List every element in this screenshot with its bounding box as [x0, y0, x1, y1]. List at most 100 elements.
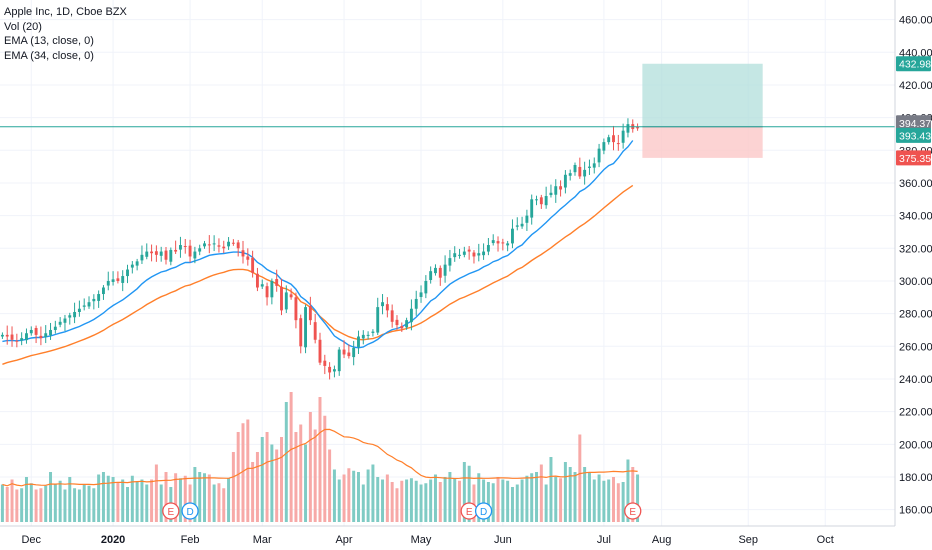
volume-bar — [135, 482, 139, 522]
candle — [179, 236, 182, 258]
chart-legend: Apple Inc, 1D, Cboe BZX Vol (20) EMA (13… — [4, 5, 127, 63]
candle-body — [246, 256, 250, 260]
candle-body — [150, 251, 154, 254]
price-axis-label: 300.00 — [899, 276, 932, 288]
candle-body — [188, 245, 192, 257]
candle-body — [318, 339, 322, 363]
volume-bar — [352, 470, 356, 522]
candle-body — [453, 253, 457, 258]
event-marker-earnings-upcoming[interactable]: E — [624, 502, 642, 520]
candle-body — [159, 251, 163, 256]
volume-bar — [342, 474, 346, 522]
candle-body — [448, 258, 452, 266]
candle — [429, 266, 433, 284]
event-marker-circle — [474, 502, 493, 520]
candle — [121, 270, 125, 292]
candle — [616, 134, 620, 151]
candle — [227, 237, 231, 250]
volume-bar — [39, 488, 43, 522]
price-tag-label: 432.98 — [899, 59, 931, 71]
candle-body — [29, 329, 33, 334]
volume-bar — [438, 482, 442, 522]
candle — [217, 238, 221, 253]
event-marker-circle — [181, 502, 199, 520]
candle — [255, 267, 259, 292]
candle — [332, 365, 336, 378]
candle — [559, 180, 563, 197]
candle-body — [231, 242, 235, 244]
candle — [126, 264, 129, 284]
candle-body — [222, 246, 226, 249]
candle-body — [472, 252, 476, 257]
volume-bar — [453, 478, 457, 522]
event-marker-earnings[interactable]: E — [162, 502, 180, 520]
volume-bar — [621, 482, 625, 522]
volume-bar — [376, 477, 380, 522]
event-marker-dividend[interactable]: D — [474, 502, 493, 520]
candle-body — [583, 169, 587, 177]
long-position-tool[interactable] — [642, 63, 763, 158]
candle-body — [49, 329, 52, 336]
candle-body — [116, 278, 120, 281]
volume-bar — [101, 472, 105, 522]
time-axis-label: 2020 — [101, 534, 125, 546]
event-marker-dividend[interactable]: D — [181, 502, 199, 520]
candle-body — [92, 298, 96, 302]
candle — [222, 240, 226, 254]
candle-body — [294, 297, 298, 321]
candle-body — [15, 340, 19, 342]
stop-zone — [642, 126, 763, 158]
price-axis-label: 460.00 — [899, 15, 932, 27]
event-marker-earnings[interactable]: E — [460, 502, 478, 520]
candle — [419, 285, 423, 303]
volume-bar — [356, 472, 360, 522]
candle — [501, 238, 505, 251]
candle — [53, 320, 57, 334]
candle-body — [443, 264, 447, 276]
price-axis[interactable]: 160.00 180.00 200.00 220.00 240.00 260.00 280.… — [894, 0, 932, 550]
volume-bar — [304, 444, 308, 522]
volume-bar — [631, 467, 635, 522]
candle — [203, 240, 206, 249]
candle — [10, 326, 14, 347]
volume-bar — [332, 469, 336, 522]
candle — [275, 269, 279, 292]
legend-symbol[interactable]: Apple Inc, 1D, Cboe BZX — [4, 6, 127, 18]
volume-bar — [24, 477, 28, 522]
candle-body — [347, 352, 351, 357]
candle — [573, 162, 577, 176]
candle-body — [121, 276, 125, 283]
candle — [520, 216, 524, 229]
candle — [381, 294, 384, 315]
candle — [400, 322, 404, 332]
candle — [49, 322, 52, 340]
legend-ema34[interactable]: EMA (34, close, 0) — [4, 49, 94, 62]
volume-bar — [97, 474, 101, 522]
volume-bar — [73, 488, 77, 522]
event-marker-label: E — [629, 507, 636, 518]
volume-bar — [0, 484, 4, 522]
event-marker-label: D — [186, 507, 193, 518]
candle-body — [477, 253, 481, 256]
volume-bar — [318, 397, 322, 522]
candle-body — [39, 335, 43, 339]
volume-bar — [520, 479, 524, 522]
time-axis[interactable]: Dec 2020 Feb Mar Apr May Jun Jul Aug Sep Oct — [0, 525, 932, 550]
volume-bar — [323, 415, 327, 522]
legend-ema13[interactable]: EMA (13, close, 0) — [4, 35, 94, 47]
candle-body — [506, 243, 510, 246]
candle-body — [284, 292, 288, 310]
volume-bar — [140, 479, 144, 522]
volume-bar — [29, 483, 33, 522]
volume-ma-line — [2, 428, 638, 487]
volume-ma-path — [2, 428, 638, 487]
candle-body — [361, 334, 365, 339]
candle — [443, 255, 447, 283]
volume-bar — [106, 475, 110, 522]
legend-volume[interactable]: Vol (20) — [4, 20, 42, 33]
candle-body — [467, 249, 471, 252]
price-tag-box — [896, 127, 931, 143]
